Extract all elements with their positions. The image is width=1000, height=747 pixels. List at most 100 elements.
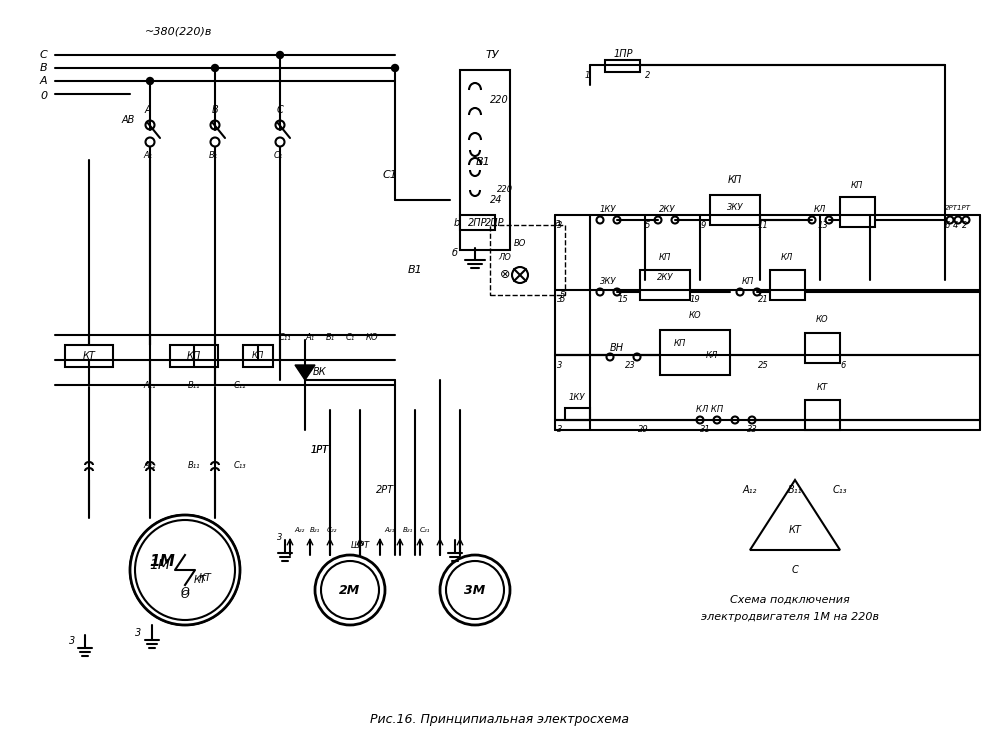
Text: В1: В1: [475, 157, 490, 167]
Text: 24: 24: [490, 195, 503, 205]
Text: б: б: [452, 248, 458, 258]
Text: A₂₁: A₂₁: [385, 527, 395, 533]
Bar: [243, 345, 273, 367]
Circle shape: [446, 561, 504, 619]
Circle shape: [276, 52, 284, 58]
Bar: [840, 197, 875, 227]
Text: A₁₂: A₁₂: [743, 485, 757, 495]
Bar: [170, 345, 218, 367]
Text: КТ: КТ: [789, 525, 801, 535]
Bar: [565, 408, 590, 420]
Text: КО: КО: [816, 315, 828, 324]
Bar: [65, 345, 113, 367]
Text: 1: 1: [585, 72, 590, 81]
Text: 29: 29: [638, 426, 648, 435]
Text: C: C: [277, 105, 283, 115]
Bar: [605, 60, 640, 72]
Text: b: b: [454, 218, 460, 228]
Text: B₁₁: B₁₁: [788, 485, 802, 495]
Text: 19: 19: [690, 296, 700, 305]
Text: A: A: [145, 105, 151, 115]
Polygon shape: [295, 365, 315, 380]
Circle shape: [954, 217, 962, 223]
Circle shape: [714, 417, 720, 424]
Text: 1ПР: 1ПР: [613, 49, 633, 59]
Text: C₁₁: C₁₁: [279, 333, 291, 343]
Text: B₁₁: B₁₁: [188, 380, 200, 389]
Text: КЛ: КЛ: [814, 205, 826, 214]
Text: КП: КП: [742, 277, 754, 287]
Text: 25: 25: [758, 361, 768, 370]
Circle shape: [146, 78, 154, 84]
Text: B₁₁: B₁₁: [188, 460, 200, 470]
Circle shape: [210, 137, 220, 146]
Circle shape: [212, 64, 218, 72]
Circle shape: [634, 353, 640, 361]
Text: C₁: C₁: [345, 333, 355, 343]
Text: 2РТ: 2РТ: [376, 485, 394, 495]
Text: 13: 13: [818, 220, 828, 229]
Text: ТУ: ТУ: [485, 50, 499, 60]
Text: 3: 3: [557, 361, 563, 370]
Circle shape: [276, 120, 285, 129]
Text: C₂₁: C₂₁: [420, 527, 430, 533]
Circle shape: [654, 217, 662, 223]
Text: C₁₂: C₁₂: [234, 380, 246, 389]
Text: Схема подключения: Схема подключения: [730, 595, 850, 605]
Circle shape: [672, 217, 678, 223]
Bar: [640, 270, 690, 300]
Circle shape: [748, 417, 756, 424]
Text: 33: 33: [747, 426, 757, 435]
Bar: [460, 70, 510, 250]
Bar: [490, 225, 565, 295]
Text: КТ: КТ: [194, 575, 206, 585]
Circle shape: [606, 353, 614, 361]
Text: КО: КО: [689, 311, 701, 320]
Bar: [770, 270, 805, 300]
Circle shape: [392, 64, 398, 72]
Text: ШРТ: ШРТ: [350, 541, 370, 550]
Circle shape: [962, 217, 970, 223]
Circle shape: [315, 555, 385, 625]
Text: КП: КП: [252, 352, 264, 361]
Text: КЛ: КЛ: [706, 350, 718, 359]
Text: 11: 11: [758, 220, 768, 229]
Circle shape: [614, 288, 620, 296]
Text: В1: В1: [408, 265, 422, 275]
Text: 3КУ: 3КУ: [600, 277, 616, 287]
Circle shape: [736, 288, 744, 296]
Bar: [805, 333, 840, 363]
Text: 5: 5: [560, 296, 566, 305]
Text: C₁₃: C₁₃: [234, 460, 246, 470]
Text: КП: КП: [187, 351, 201, 361]
Text: 3КУ: 3КУ: [727, 202, 743, 211]
Text: 1РТ: 1РТ: [311, 445, 329, 455]
Circle shape: [440, 555, 510, 625]
Circle shape: [596, 217, 604, 223]
Text: ЛО: ЛО: [499, 253, 511, 262]
Text: 1М: 1М: [150, 558, 170, 572]
Text: 2: 2: [645, 72, 650, 81]
Text: О: О: [181, 587, 189, 597]
Text: 4: 4: [953, 220, 959, 229]
Text: A₁₂: A₁₂: [144, 460, 156, 470]
Text: 2РТ1РТ: 2РТ1РТ: [945, 205, 971, 211]
Text: ⊗: ⊗: [500, 268, 510, 282]
Text: A₁: A₁: [143, 150, 153, 160]
Text: B₁: B₁: [325, 333, 335, 343]
Circle shape: [276, 137, 285, 146]
Text: B: B: [40, 63, 48, 73]
Text: 220: 220: [490, 95, 509, 105]
Text: 220: 220: [497, 185, 513, 194]
Text: С: С: [792, 565, 798, 575]
Text: 5: 5: [560, 291, 566, 300]
Circle shape: [135, 520, 235, 620]
Circle shape: [596, 288, 604, 296]
Circle shape: [614, 217, 620, 223]
Text: 6: 6: [944, 220, 950, 229]
Text: A₂₂: A₂₂: [295, 527, 305, 533]
Text: A₁: A₁: [305, 333, 315, 343]
Circle shape: [146, 137, 154, 146]
Circle shape: [696, 417, 704, 424]
Text: B₂₁: B₂₁: [403, 527, 413, 533]
